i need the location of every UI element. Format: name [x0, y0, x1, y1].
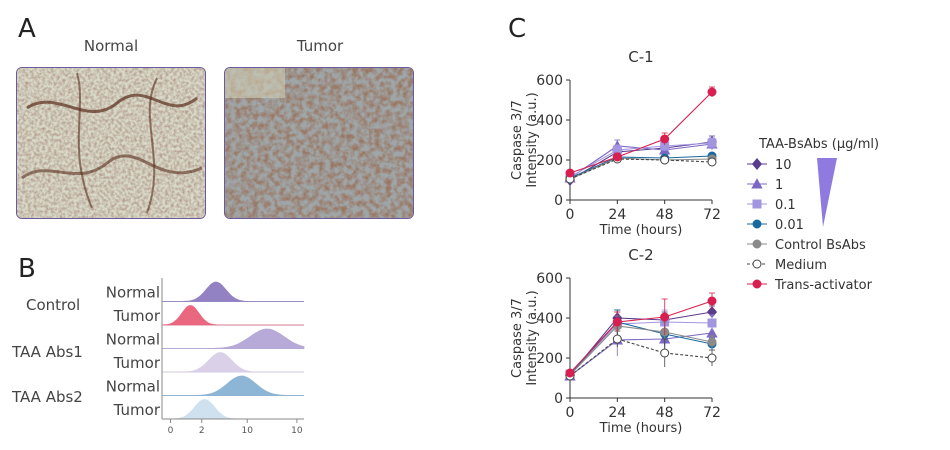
y-axis-label-2: Caspase 3/7 Intensity (a.u.) [510, 290, 540, 385]
y-tick-label-2-3: 600 [536, 271, 563, 287]
y-tick-label-1-2: 400 [536, 113, 563, 129]
legend-marker-3 [752, 219, 762, 229]
data-point-1-6-0 [565, 168, 575, 178]
chart-title-1: C-1 [628, 48, 653, 66]
flow-histogram-1 [161, 305, 304, 326]
data-point-2-5-2 [660, 348, 670, 358]
series-line-2-1 [569, 332, 713, 377]
group-label-taa-abs2: TAA Abs2 [12, 388, 83, 406]
x-tick-label-1-3: 72 [703, 207, 721, 223]
flow-x-tick-label-1: 2 [199, 426, 205, 436]
series-line-1-6 [569, 91, 713, 174]
legend-marker-0 [751, 158, 763, 170]
data-point-1-2-3 [707, 138, 717, 148]
x-tick-label-2-2: 48 [656, 405, 674, 421]
x-tick-label-2-0: 0 [566, 405, 575, 421]
flow-x-tick-label-2: 10 [241, 426, 253, 436]
series-line-2-4 [569, 325, 713, 376]
x-tick-label-2-3: 72 [703, 405, 721, 421]
legend-marker-4 [752, 239, 762, 249]
series-line-1-3 [569, 155, 713, 179]
series-line-1-5 [569, 158, 713, 180]
x-tick-label-1-0: 0 [566, 207, 575, 223]
flow-row-label-0: Normal [106, 284, 160, 302]
legend-marker-5 [752, 259, 762, 269]
x-tick-label-2-1: 24 [608, 405, 626, 421]
data-point-2-6-0 [565, 368, 575, 378]
flow-row-label-2: Normal [106, 331, 160, 349]
legend-label-5: Medium [775, 258, 827, 273]
data-point-2-5-3 [707, 353, 717, 363]
flow-histogram-0 [162, 281, 304, 302]
legend-marker-2 [752, 199, 762, 209]
y-axis-label-1: Caspase 3/7 Intensity (a.u.) [510, 92, 540, 187]
chart-c1: C-1 0 200 400 600 0 24 48 72 Time (hours) Caspase … [510, 48, 721, 238]
data-point-1-6-1 [612, 152, 622, 162]
series-line-1-1 [569, 143, 713, 179]
group-label-control: Control [26, 296, 81, 314]
flow-row-label-3: Tumor [113, 354, 161, 372]
flow-row-label-1: Tumor [113, 307, 161, 325]
group-label-taa-abs1: TAA Abs1 [12, 343, 83, 361]
y-axis-label-line2-1: Intensity (a.u.) [525, 92, 540, 187]
y-tick-label-2-2: 400 [536, 311, 563, 327]
flow-x-tick-label-3: 10 [291, 426, 303, 436]
data-point-2-5-1 [612, 334, 622, 344]
legend-label-0: 10 [775, 158, 792, 173]
x-axis-label-1: Time (hours) [599, 223, 683, 238]
flow-histogram-4 [162, 375, 304, 396]
data-point-2-6-2 [660, 312, 670, 322]
series-line-2-0 [569, 311, 713, 376]
tumor-image-title: Tumor [296, 37, 344, 55]
y-axis-label-line2-2: Intensity (a.u.) [525, 290, 540, 385]
data-point-1-5-3 [707, 157, 717, 167]
legend-marker-6 [752, 279, 762, 289]
x-tick-label-1-2: 48 [656, 207, 674, 223]
y-tick-label-1-3: 600 [536, 73, 563, 89]
panel-b-letter: B [18, 254, 36, 284]
series-line-2-6 [569, 300, 713, 374]
data-point-1-6-3 [707, 87, 717, 97]
series-line-2-5 [569, 338, 713, 377]
chart-title-2: C-2 [628, 246, 653, 264]
legend-label-2: 0.1 [775, 198, 796, 213]
legend-label-6: Trans-activator [774, 278, 873, 293]
y-axis-label-line1-2: Caspase 3/7 [510, 298, 525, 378]
flow-histogram-2 [162, 328, 305, 349]
x-tick-label-1-1: 24 [608, 207, 626, 223]
y-tick-label-2-1: 200 [536, 351, 563, 367]
data-point-2-6-1 [612, 317, 622, 327]
tumor-tissue-image [224, 67, 414, 219]
flow-histogram-3 [162, 352, 304, 373]
flow-histograms: Normal Tumor Normal Tumor Normal Tumor 0 2 10 10 [106, 278, 305, 436]
legend: TAA-BsAbs (μg/ml) 10 1 0.1 0.01 Control BsAbs… [747, 137, 879, 293]
chart-c2: C-2 0 200 400 600 0 24 48 72 Time (hours) Caspase … [510, 246, 721, 436]
panel-a-letter: A [18, 14, 36, 44]
flow-row-label-4: Normal [106, 378, 160, 396]
data-point-2-4-3 [707, 337, 717, 347]
y-tick-label-2-0: 0 [554, 391, 563, 407]
legend-label-3: 0.01 [775, 218, 804, 233]
data-point-1-6-2 [660, 134, 670, 144]
legend-label-4: Control BsAbs [775, 238, 866, 253]
data-point-2-6-3 [707, 296, 717, 306]
series-line-2-3 [569, 321, 713, 375]
normal-tissue-image [16, 67, 206, 219]
legend-title: TAA-BsAbs (μg/ml) [758, 137, 879, 152]
y-axis-label-line1-1: Caspase 3/7 [510, 100, 525, 180]
legend-marker-1 [751, 178, 763, 189]
flow-row-label-5: Tumor [113, 401, 161, 419]
panel-c-letter: C [508, 14, 527, 44]
flow-histogram-5 [162, 399, 304, 420]
y-tick-label-1-0: 0 [554, 193, 563, 209]
series-line-2-2 [569, 321, 713, 375]
x-axis-label-2: Time (hours) [599, 421, 683, 436]
concentration-ramp [817, 158, 837, 227]
flow-x-tick-label-0: 0 [168, 426, 174, 436]
legend-label-1: 1 [775, 178, 783, 193]
data-point-2-2-3 [707, 318, 717, 328]
data-point-1-5-2 [660, 155, 670, 165]
y-tick-label-1-1: 200 [536, 153, 563, 169]
normal-image-title: Normal [83, 37, 139, 55]
